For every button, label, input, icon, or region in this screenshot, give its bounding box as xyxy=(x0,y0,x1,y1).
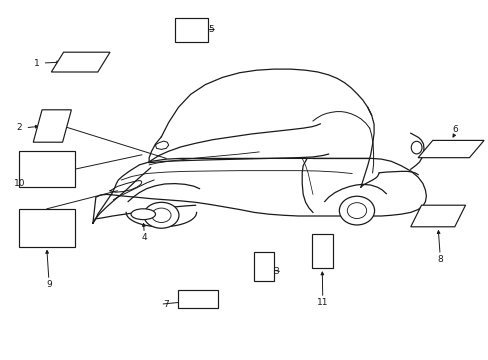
Ellipse shape xyxy=(346,203,366,219)
Text: 2: 2 xyxy=(17,123,22,132)
FancyBboxPatch shape xyxy=(311,234,332,268)
Text: 6: 6 xyxy=(451,125,457,134)
FancyBboxPatch shape xyxy=(19,151,75,187)
Text: 5: 5 xyxy=(208,25,214,34)
Ellipse shape xyxy=(143,202,179,228)
Ellipse shape xyxy=(339,196,374,225)
Ellipse shape xyxy=(410,141,421,154)
Ellipse shape xyxy=(151,208,171,222)
Polygon shape xyxy=(410,205,465,227)
Ellipse shape xyxy=(131,209,155,220)
Text: 11: 11 xyxy=(316,298,328,307)
Text: 1: 1 xyxy=(34,58,40,68)
FancyBboxPatch shape xyxy=(19,209,75,247)
Polygon shape xyxy=(51,52,110,72)
Text: 8: 8 xyxy=(436,255,442,264)
Text: 3: 3 xyxy=(273,267,279,276)
Text: 7: 7 xyxy=(163,300,169,309)
FancyBboxPatch shape xyxy=(178,290,217,308)
Polygon shape xyxy=(417,140,483,158)
FancyBboxPatch shape xyxy=(175,18,208,42)
Text: 10: 10 xyxy=(14,179,25,188)
Text: 4: 4 xyxy=(141,233,147,242)
FancyBboxPatch shape xyxy=(254,252,273,281)
Text: 9: 9 xyxy=(46,280,52,289)
Polygon shape xyxy=(33,110,71,142)
